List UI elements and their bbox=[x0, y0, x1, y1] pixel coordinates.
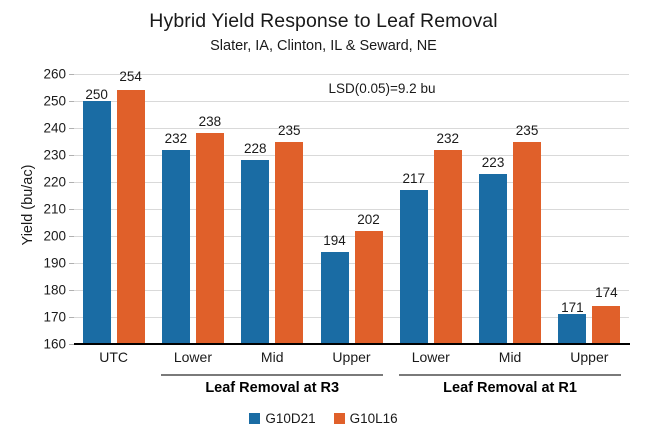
y-axis-tick-label: 190 bbox=[43, 255, 66, 271]
y-axis-tick-label: 260 bbox=[43, 66, 66, 82]
legend-swatch-icon bbox=[249, 413, 261, 424]
bar[interactable] bbox=[558, 314, 587, 344]
y-axis-tick bbox=[69, 317, 74, 318]
y-axis-tick bbox=[69, 128, 74, 129]
y-axis-tick bbox=[69, 236, 74, 237]
y-axis-tick bbox=[69, 74, 74, 75]
y-axis-tick bbox=[69, 155, 74, 156]
x-axis-category-label: Mid bbox=[260, 349, 284, 365]
bar-value-label: 174 bbox=[595, 285, 618, 301]
y-axis-tick-label: 160 bbox=[43, 336, 66, 352]
lsd-annotation: LSD(0.05)=9.2 bu bbox=[328, 81, 436, 96]
bar-value-label: 254 bbox=[119, 69, 142, 85]
plot-area: 250 254 232 238 228 235 194 202 217 232 223 235 171 1… bbox=[74, 69, 629, 344]
bar[interactable] bbox=[433, 149, 462, 344]
bar[interactable] bbox=[479, 173, 508, 344]
y-axis-tick-label: 240 bbox=[43, 120, 66, 136]
gridline bbox=[74, 74, 629, 75]
y-axis-tick-label: 230 bbox=[43, 147, 66, 163]
legend-item[interactable]: G10D21 bbox=[249, 411, 316, 426]
bar-value-label: 194 bbox=[323, 233, 346, 249]
x-axis-category-label: Upper bbox=[332, 349, 371, 365]
bar-value-label: 171 bbox=[561, 300, 584, 316]
x-axis-line bbox=[74, 343, 630, 345]
bar-value-label: 235 bbox=[277, 122, 301, 138]
bar[interactable] bbox=[275, 141, 304, 344]
chart-subtitle: Slater, IA, Clinton, IL & Seward, NE bbox=[210, 38, 437, 54]
y-axis-tick bbox=[69, 344, 74, 345]
legend-item[interactable]: G10L16 bbox=[333, 411, 398, 426]
y-axis-tick bbox=[69, 101, 74, 102]
gridline bbox=[74, 209, 629, 210]
y-axis-tick-label: 180 bbox=[43, 282, 66, 298]
x-axis-category-label: Lower bbox=[173, 349, 212, 365]
chart-title: Hybrid Yield Response to Leaf Removal bbox=[149, 10, 498, 32]
bar-value-label: 223 bbox=[481, 154, 505, 170]
bar-value-label: 232 bbox=[164, 130, 188, 146]
y-axis-tick-label: 220 bbox=[43, 174, 66, 190]
y-axis-tick bbox=[69, 182, 74, 183]
group-bracket-label: Leaf Removal at R3 bbox=[205, 380, 340, 396]
gridline bbox=[74, 290, 629, 291]
gridline bbox=[74, 155, 629, 156]
bar[interactable] bbox=[399, 190, 428, 344]
bar[interactable] bbox=[195, 133, 224, 344]
group-bracket-label: Leaf Removal at R1 bbox=[443, 380, 577, 396]
bar-value-label: 217 bbox=[402, 171, 426, 187]
x-axis-category-label: UTC bbox=[99, 349, 129, 365]
bar-value-label: 228 bbox=[243, 141, 267, 157]
bar[interactable] bbox=[82, 101, 111, 344]
legend-label: G10L16 bbox=[349, 411, 398, 426]
y-axis-tick-labels: 260 250 240 230 220 210 200 190 180 170 160 bbox=[18, 0, 66, 438]
x-axis-category-label: Mid bbox=[498, 349, 522, 365]
y-axis-tick bbox=[69, 290, 74, 291]
gridline bbox=[74, 128, 629, 129]
bar[interactable] bbox=[161, 149, 190, 344]
legend-label: G10D21 bbox=[265, 411, 316, 426]
x-axis-category-label: Lower bbox=[411, 349, 450, 365]
gridline bbox=[74, 263, 629, 264]
bar[interactable] bbox=[354, 230, 383, 344]
chart-legend: G10D21 G10L16 bbox=[0, 411, 647, 426]
bar[interactable] bbox=[592, 306, 621, 344]
gridline bbox=[74, 182, 629, 183]
y-axis-tick bbox=[69, 263, 74, 264]
y-axis-tick-label: 170 bbox=[43, 309, 66, 325]
y-axis-tick-label: 200 bbox=[43, 228, 66, 244]
gridline bbox=[74, 101, 629, 102]
bar[interactable] bbox=[320, 252, 349, 344]
bar-value-label: 250 bbox=[85, 87, 108, 102]
gridline bbox=[74, 317, 629, 318]
bar-value-label: 232 bbox=[436, 130, 460, 146]
y-axis-tick-label: 250 bbox=[43, 93, 66, 109]
bar[interactable] bbox=[116, 90, 145, 344]
group-bracket-rule bbox=[399, 374, 621, 376]
group-bracket-rule bbox=[161, 374, 384, 376]
y-axis-tick-label: 210 bbox=[43, 201, 66, 217]
bar[interactable] bbox=[241, 160, 270, 344]
legend-swatch-icon bbox=[333, 413, 345, 424]
bar-value-label: 235 bbox=[515, 122, 539, 138]
bar-value-label: 202 bbox=[357, 211, 380, 227]
y-axis-tick bbox=[69, 209, 74, 210]
bar-value-label: 238 bbox=[198, 114, 222, 130]
x-axis-category-label: Upper bbox=[570, 349, 609, 365]
gridline bbox=[74, 236, 629, 237]
bar[interactable] bbox=[513, 141, 542, 344]
